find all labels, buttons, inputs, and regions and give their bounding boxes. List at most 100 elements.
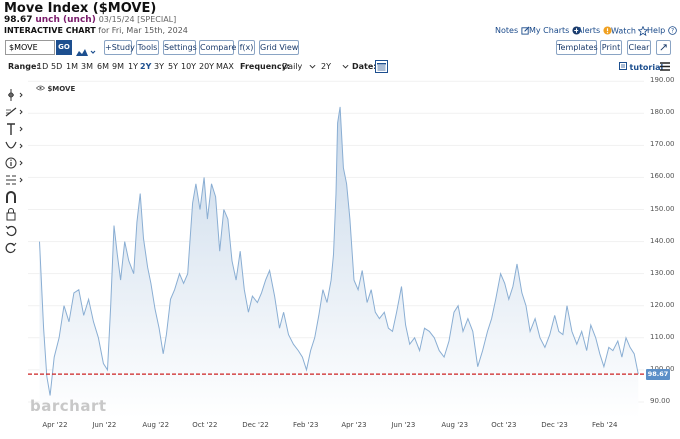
undo-tool[interactable]	[5, 223, 25, 237]
quote-date: 03/15/24 [SPECIAL]	[98, 15, 177, 24]
x-tick-label: Dec '22	[242, 421, 269, 429]
tutorial-label: tutorial	[629, 63, 664, 72]
last-price-tag: 98.67	[646, 368, 670, 380]
last-price: 98.67	[4, 15, 33, 25]
curve-tool[interactable]	[5, 138, 25, 152]
help-link[interactable]: Help ?	[647, 26, 677, 35]
drawing-tools-sidebar	[0, 80, 28, 430]
y-tick-label: 150.00	[650, 204, 675, 213]
range-2y[interactable]: 2Y	[140, 62, 152, 71]
menu-button[interactable]	[660, 62, 670, 73]
curve-icon	[5, 141, 23, 149]
alerts-link[interactable]: Alerts	[577, 26, 612, 35]
range-5y[interactable]: 5Y	[168, 62, 178, 71]
range-10y[interactable]: 10Y	[181, 62, 197, 71]
info-icon	[5, 157, 23, 169]
pattern-tool[interactable]	[5, 172, 25, 186]
text-icon	[7, 123, 23, 135]
my-charts-link[interactable]: My Charts	[529, 26, 581, 35]
function-button[interactable]: f(x)	[238, 40, 255, 55]
edit-icon	[521, 26, 530, 35]
date-picker-button[interactable]	[375, 60, 388, 75]
expand-button[interactable]	[656, 40, 671, 55]
clear-button[interactable]: Clear	[627, 40, 651, 55]
y-tick-label: 110.00	[650, 332, 675, 341]
chart-subheading: INTERACTIVE CHART for Fri, Mar 15th, 202…	[4, 26, 188, 35]
range-5d[interactable]: 5D	[51, 62, 63, 71]
range-1m[interactable]: 1M	[66, 62, 78, 71]
info-tool[interactable]	[5, 155, 25, 169]
chart-canvas[interactable]	[28, 78, 644, 419]
range-label: Range:	[8, 62, 40, 71]
frequency-select[interactable]: Daily	[282, 62, 316, 71]
undo-icon	[5, 225, 17, 236]
lock-tool[interactable]	[5, 206, 25, 221]
settings-button[interactable]: Settings	[163, 40, 197, 55]
range-6m[interactable]: 6M	[97, 62, 109, 71]
range-20y[interactable]: 20Y	[199, 62, 215, 71]
y-tick-label: 120.00	[650, 300, 675, 309]
y-axis: 90.00100.00110.00120.00130.00140.00150.0…	[644, 76, 680, 418]
range-1y[interactable]: 1Y	[128, 62, 138, 71]
svg-text:?: ?	[671, 29, 674, 35]
series-legend-label: $MOVE	[47, 85, 76, 93]
period-value: 2Y	[321, 62, 331, 71]
x-tick-label: Apr '23	[341, 421, 367, 429]
plus-circle-icon	[572, 26, 581, 35]
print-button[interactable]: Print	[600, 40, 622, 55]
tutorial-link[interactable]: tutorial	[619, 62, 663, 72]
series-legend[interactable]: $MOVE	[35, 85, 76, 93]
tools-button[interactable]: Tools	[136, 40, 159, 55]
reset-tool[interactable]	[5, 240, 25, 254]
x-tick-label: Oct '22	[192, 421, 218, 429]
range-bar: Range: 1D 5D 1M 3M 6M 9M 1Y 2Y 3Y 5Y 10Y…	[0, 60, 680, 76]
tutorial-icon	[619, 62, 627, 70]
notes-link[interactable]: Notes	[495, 26, 530, 35]
crosshair-tool[interactable]	[5, 87, 25, 101]
range-3m[interactable]: 3M	[81, 62, 93, 71]
help-label: Help	[647, 26, 666, 35]
price-chart[interactable]	[28, 78, 644, 419]
templates-button[interactable]: Templates	[556, 40, 598, 55]
grid-view-button[interactable]: Grid View	[259, 40, 299, 55]
period-select[interactable]: 2Y	[321, 62, 349, 71]
y-tick-label: 90.00	[650, 396, 671, 405]
mountain-chart-icon	[76, 49, 96, 56]
calendar-icon	[375, 60, 388, 73]
series-line	[39, 106, 639, 396]
x-tick-label: Feb '24	[592, 421, 618, 429]
x-tick-label: Feb '23	[293, 421, 319, 429]
expand-icon	[660, 44, 667, 51]
text-tool[interactable]	[5, 121, 25, 135]
magnet-icon	[6, 191, 16, 203]
add-study-button[interactable]: +Study	[104, 40, 135, 55]
x-tick-label: Aug '23	[441, 421, 469, 429]
range-9m[interactable]: 9M	[112, 62, 124, 71]
trendline-icon	[5, 107, 23, 117]
compare-button[interactable]: Compare	[199, 40, 236, 55]
go-button[interactable]: GO	[56, 40, 72, 55]
chart-date: for Fri, Mar 15th, 2024	[98, 26, 188, 35]
chart-type-dropdown[interactable]	[76, 42, 96, 61]
trendline-tool[interactable]	[5, 104, 25, 118]
x-tick-label: Oct '23	[491, 421, 517, 429]
frequency-label: Frequency:	[240, 62, 291, 71]
reset-icon	[5, 242, 17, 253]
interactive-chart-label: INTERACTIVE CHART	[4, 26, 96, 35]
symbol-input[interactable]	[5, 40, 55, 55]
range-1d[interactable]: 1D	[37, 62, 49, 71]
star-icon	[638, 26, 649, 36]
frequency-value: Daily	[282, 62, 303, 71]
help-icon: ?	[668, 26, 677, 35]
x-tick-label: Dec '23	[541, 421, 568, 429]
range-3y[interactable]: 3Y	[154, 62, 164, 71]
chart-toolbar: GO +Study Tools Settings Compare f(x) Gr…	[0, 40, 680, 58]
watch-link[interactable]: Watch	[611, 26, 649, 36]
pattern-icon	[6, 175, 23, 185]
quote-line: 98.67 unch (unch) 03/15/24 [SPECIAL]	[4, 15, 176, 25]
y-tick-label: 190.00	[650, 76, 675, 85]
hamburger-icon	[660, 62, 670, 71]
series-area	[39, 106, 639, 419]
range-max[interactable]: MAX	[216, 62, 234, 71]
magnet-tool[interactable]	[5, 189, 25, 203]
